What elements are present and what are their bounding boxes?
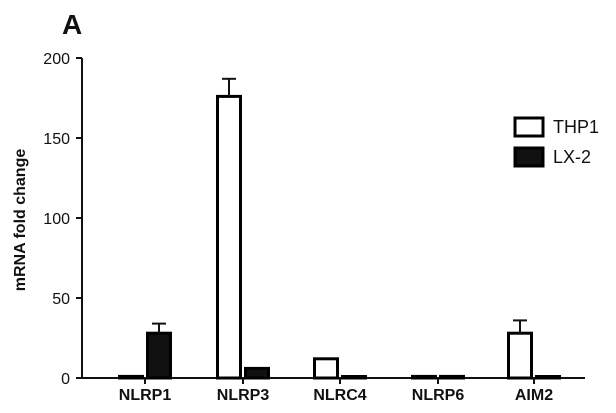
y-tick-label: 50 [52, 291, 70, 308]
panel-label: A [62, 9, 82, 40]
x-tick-label: NLRP3 [217, 387, 270, 404]
y-tick-label: 100 [43, 211, 70, 228]
bar-thp1-aim2 [507, 331, 533, 380]
y-axis-label: mRNA fold change [12, 149, 29, 292]
legend: THP1 LX-2 [513, 116, 599, 168]
y-tick-label: 200 [43, 51, 70, 68]
x-tick-label: NLRP6 [412, 387, 465, 404]
y-tick-label: 0 [61, 371, 70, 388]
x-tick-label: NLRP1 [119, 387, 172, 404]
bar-thp1-nlrp1 [118, 374, 144, 380]
bar-lx-2-nlrp3 [244, 366, 270, 380]
legend-label-thp1: THP1 [553, 117, 599, 137]
bar-lx-2-aim2 [535, 375, 561, 380]
bar-lx-2-nlrc4 [341, 375, 367, 380]
x-axis: NLRP1 NLRP3 NLRC4 NLRP6 AIM2 [82, 377, 585, 404]
bar-group [118, 77, 561, 380]
bar-thp1-nlrp6 [411, 374, 437, 380]
bar-thp1-nlrc4 [313, 357, 339, 380]
y-axis: 0 50 100 150 200 [43, 51, 83, 388]
x-tick-label: NLRC4 [313, 387, 366, 404]
legend-swatch-thp1 [513, 116, 545, 138]
bar-thp1-nlrp3 [216, 94, 242, 380]
x-tick-label: AIM2 [515, 387, 553, 404]
legend-swatch-lx-2 [513, 146, 545, 168]
bar-lx-2-nlrp1 [146, 331, 172, 380]
bar-lx-2-nlrp6 [439, 374, 465, 380]
legend-label-lx-2: LX-2 [553, 147, 591, 167]
y-tick-label: 150 [43, 131, 70, 148]
